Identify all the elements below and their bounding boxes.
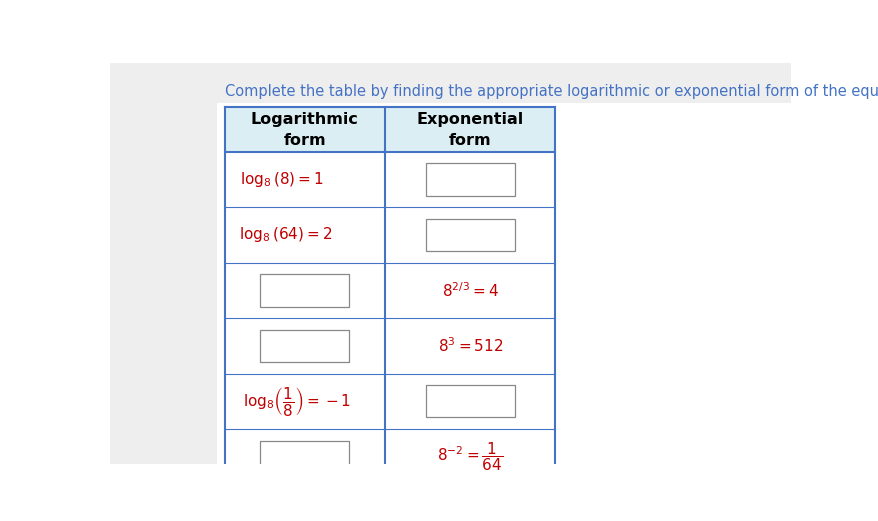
Bar (260, 441, 349, 473)
Text: $8^{2/3} = 4$: $8^{2/3} = 4$ (442, 281, 498, 300)
Text: $8^3 = 512$: $8^3 = 512$ (437, 337, 502, 355)
Text: $\log_8(8) = 1$: $\log_8(8) = 1$ (240, 170, 323, 189)
Text: Logarithmic
form: Logarithmic form (250, 111, 358, 147)
Text: $8^{-2} = \dfrac{1}{64}$: $8^{-2} = \dfrac{1}{64}$ (436, 440, 503, 473)
Text: $\log_8(64) = 2$: $\log_8(64) = 2$ (239, 226, 332, 244)
Bar (260, 330, 349, 362)
Bar (224, 107, 555, 152)
Bar (260, 274, 349, 307)
Bar (425, 164, 515, 196)
Text: Complete the table by finding the appropriate logarithmic or exponential form of: Complete the table by finding the approp… (224, 84, 878, 100)
Bar (110, 63, 790, 103)
Bar (425, 219, 515, 251)
Bar (425, 385, 515, 417)
Bar (224, 107, 555, 485)
Text: $\log_8\!\left(\dfrac{1}{8}\right) = -1$: $\log_8\!\left(\dfrac{1}{8}\right) = -1$ (242, 385, 350, 418)
Text: Exponential
form: Exponential form (416, 111, 523, 147)
Bar (110, 63, 217, 464)
